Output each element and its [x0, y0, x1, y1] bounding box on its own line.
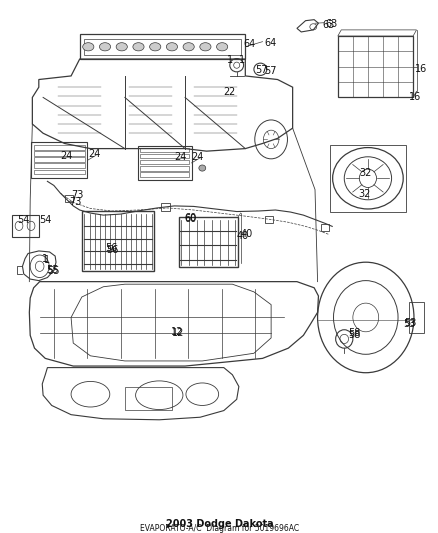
- Text: 58: 58: [348, 330, 360, 340]
- Text: 24: 24: [60, 151, 73, 161]
- Text: 63: 63: [322, 20, 334, 30]
- Ellipse shape: [149, 43, 160, 51]
- Text: 60: 60: [184, 214, 196, 224]
- Bar: [34, 145, 85, 150]
- Bar: [337, 36, 412, 98]
- Bar: [32, 142, 87, 178]
- Text: 24: 24: [191, 152, 203, 162]
- Bar: [161, 204, 170, 211]
- Text: 1: 1: [239, 55, 245, 65]
- Ellipse shape: [199, 43, 211, 51]
- Bar: [140, 172, 188, 177]
- Ellipse shape: [99, 43, 110, 51]
- Text: 56: 56: [105, 243, 117, 253]
- Bar: [34, 169, 85, 174]
- Text: 54: 54: [39, 215, 52, 225]
- Bar: [264, 216, 272, 223]
- Ellipse shape: [82, 43, 94, 51]
- Bar: [81, 211, 154, 271]
- Bar: [34, 164, 85, 168]
- Bar: [329, 145, 405, 212]
- Text: 24: 24: [88, 149, 100, 159]
- Text: 12: 12: [171, 327, 183, 337]
- Text: 57: 57: [264, 66, 276, 76]
- Text: 1: 1: [42, 254, 48, 264]
- Text: EVAPORATO-A/C  Diagram for 5019696AC: EVAPORATO-A/C Diagram for 5019696AC: [140, 524, 298, 533]
- Bar: [34, 157, 85, 162]
- Bar: [408, 302, 423, 333]
- Bar: [140, 148, 188, 152]
- Bar: [80, 35, 245, 59]
- Bar: [140, 154, 188, 158]
- Text: 32: 32: [358, 168, 371, 178]
- Bar: [34, 151, 85, 156]
- Ellipse shape: [116, 43, 127, 51]
- Bar: [84, 38, 240, 55]
- Text: 40: 40: [236, 231, 248, 240]
- Bar: [320, 224, 328, 231]
- Text: 60: 60: [184, 213, 196, 223]
- Ellipse shape: [166, 43, 177, 51]
- Text: 58: 58: [348, 328, 360, 338]
- Ellipse shape: [183, 43, 194, 51]
- Text: 24: 24: [174, 152, 186, 162]
- Text: 16: 16: [414, 64, 427, 74]
- Text: 57: 57: [255, 66, 268, 75]
- Bar: [12, 215, 39, 237]
- Text: 53: 53: [403, 319, 415, 329]
- Text: 1: 1: [227, 55, 233, 65]
- Text: 63: 63: [324, 19, 336, 29]
- Text: 40: 40: [240, 229, 252, 239]
- Text: 53: 53: [403, 318, 416, 328]
- Bar: [140, 160, 188, 165]
- Ellipse shape: [216, 43, 227, 51]
- Ellipse shape: [133, 43, 144, 51]
- Bar: [138, 146, 191, 180]
- Ellipse shape: [198, 165, 205, 171]
- Text: 54: 54: [17, 215, 30, 225]
- Text: 32: 32: [357, 189, 370, 199]
- Bar: [64, 195, 73, 203]
- Bar: [140, 166, 188, 171]
- Bar: [178, 217, 237, 268]
- Text: 73: 73: [69, 197, 81, 207]
- Text: 2003 Dodge Dakota: 2003 Dodge Dakota: [165, 519, 273, 529]
- Bar: [124, 386, 172, 409]
- Text: 64: 64: [264, 38, 276, 47]
- Text: 12: 12: [172, 328, 184, 338]
- Text: 64: 64: [243, 39, 255, 49]
- Text: 55: 55: [46, 265, 59, 276]
- Text: 16: 16: [408, 92, 420, 102]
- Text: 2: 2: [228, 87, 234, 98]
- Text: 73: 73: [71, 190, 83, 200]
- Text: 56: 56: [106, 245, 118, 255]
- Text: 1: 1: [44, 255, 50, 265]
- Text: 2: 2: [223, 87, 229, 98]
- Text: 55: 55: [47, 266, 60, 277]
